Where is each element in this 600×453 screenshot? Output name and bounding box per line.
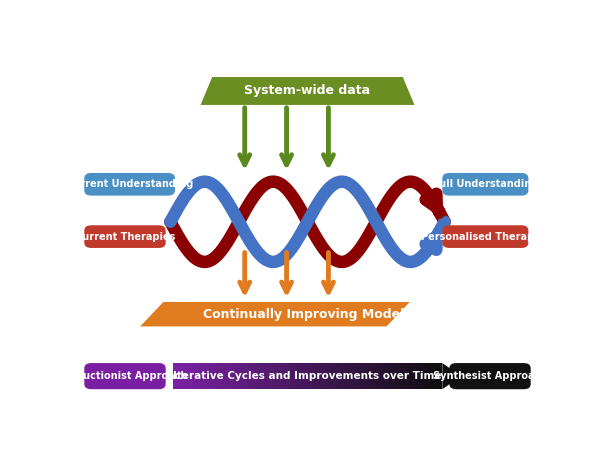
FancyBboxPatch shape [442,173,529,196]
Text: Full Understanding: Full Understanding [433,179,538,189]
Polygon shape [382,363,385,389]
Polygon shape [200,77,415,105]
Polygon shape [311,363,314,389]
Polygon shape [294,363,298,389]
Polygon shape [365,363,368,389]
Polygon shape [348,363,352,389]
Polygon shape [220,363,223,389]
Polygon shape [200,363,203,389]
Polygon shape [371,363,375,389]
Polygon shape [193,363,196,389]
Polygon shape [244,363,247,389]
Polygon shape [308,363,311,389]
Polygon shape [196,363,200,389]
Polygon shape [442,363,461,389]
Text: Synthesist Approach: Synthesist Approach [433,371,547,381]
FancyBboxPatch shape [84,363,166,389]
Polygon shape [227,363,230,389]
Polygon shape [355,363,358,389]
Polygon shape [217,363,220,389]
Polygon shape [436,363,439,389]
Polygon shape [213,363,217,389]
Polygon shape [304,363,308,389]
Text: Continually Improving Models: Continually Improving Models [203,308,412,321]
Text: System-wide data: System-wide data [244,85,371,97]
Polygon shape [375,363,378,389]
FancyBboxPatch shape [84,173,175,196]
Text: Personalised Therapies: Personalised Therapies [421,231,550,241]
Polygon shape [402,363,405,389]
Polygon shape [260,363,263,389]
Polygon shape [334,363,338,389]
Polygon shape [183,363,186,389]
Polygon shape [179,363,183,389]
Polygon shape [247,363,250,389]
Text: Iterative Cycles and Improvements over Time: Iterative Cycles and Improvements over T… [173,371,442,381]
Polygon shape [173,363,176,389]
Polygon shape [176,363,179,389]
Polygon shape [190,363,193,389]
Polygon shape [439,363,442,389]
Polygon shape [271,363,274,389]
Polygon shape [422,363,425,389]
Polygon shape [186,363,190,389]
FancyBboxPatch shape [84,225,166,248]
Polygon shape [361,363,365,389]
Polygon shape [267,363,271,389]
Polygon shape [338,363,341,389]
Polygon shape [409,363,412,389]
Polygon shape [240,363,244,389]
Polygon shape [398,363,402,389]
Polygon shape [140,302,410,327]
Polygon shape [203,363,206,389]
Polygon shape [206,363,210,389]
Polygon shape [405,363,409,389]
Polygon shape [321,363,325,389]
Polygon shape [331,363,334,389]
Text: Current Understanding: Current Understanding [66,179,193,189]
Polygon shape [395,363,398,389]
Polygon shape [223,363,227,389]
Text: Reductionist Approach: Reductionist Approach [62,371,188,381]
Polygon shape [368,363,371,389]
Polygon shape [415,363,419,389]
Polygon shape [317,363,321,389]
Polygon shape [254,363,257,389]
Polygon shape [352,363,355,389]
Polygon shape [385,363,388,389]
Polygon shape [341,363,344,389]
Polygon shape [425,363,429,389]
Polygon shape [257,363,260,389]
Polygon shape [388,363,392,389]
Polygon shape [274,363,277,389]
Polygon shape [429,363,432,389]
Polygon shape [378,363,382,389]
Polygon shape [301,363,304,389]
Polygon shape [250,363,254,389]
Polygon shape [392,363,395,389]
Polygon shape [210,363,213,389]
FancyBboxPatch shape [442,225,529,248]
Polygon shape [419,363,422,389]
Polygon shape [284,363,287,389]
Polygon shape [237,363,240,389]
Polygon shape [314,363,317,389]
Polygon shape [344,363,348,389]
Polygon shape [412,363,415,389]
Polygon shape [287,363,290,389]
Polygon shape [281,363,284,389]
Text: Current Therapies: Current Therapies [75,231,175,241]
Polygon shape [290,363,294,389]
Polygon shape [263,363,267,389]
FancyBboxPatch shape [449,363,531,389]
Polygon shape [277,363,281,389]
Polygon shape [298,363,301,389]
Polygon shape [230,363,233,389]
Polygon shape [328,363,331,389]
Polygon shape [325,363,328,389]
Polygon shape [358,363,361,389]
Polygon shape [432,363,436,389]
Polygon shape [233,363,237,389]
